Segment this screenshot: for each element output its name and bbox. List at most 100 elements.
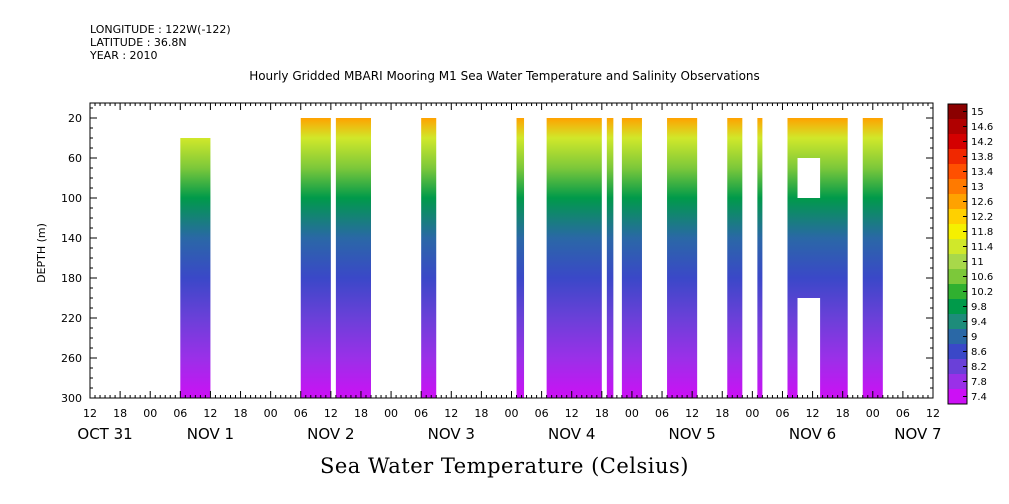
y-tick-label: 300 [61,392,82,405]
colorbar-swatch [948,299,967,315]
data-segment [300,118,331,398]
colorbar-label: 10.6 [971,272,993,283]
colorbar-label: 13 [971,182,984,193]
colorbar-swatch [948,374,967,390]
x-tick-label: 06 [896,407,910,420]
colorbar-swatch [948,119,967,135]
x-tick-label: 12 [565,407,579,420]
data-segment [667,118,698,398]
colorbar-swatch [948,314,967,330]
bottom-title: Sea Water Temperature (Celsius) [319,454,689,478]
x-tick-label: 06 [655,407,669,420]
x-tick-label: 18 [113,407,127,420]
y-tick-label: 20 [68,112,82,125]
year-label: YEAR : 2010 [90,49,158,62]
data-segment [180,138,211,398]
colorbar-label: 9.8 [971,302,987,313]
y-tick-label: 180 [61,272,82,285]
colorbar-swatch [948,179,967,195]
colorbar-swatch [948,224,967,240]
x-tick-label: 18 [234,407,248,420]
x-tick-label: 00 [264,407,278,420]
colorbar-swatch [948,239,967,255]
data-segment [421,118,437,398]
colorbar-swatch [948,194,967,210]
x-tick-label: 00 [745,407,759,420]
colorbar-swatch [948,269,967,285]
day-label: NOV 4 [548,425,595,443]
colorbar-swatch [948,164,967,180]
latitude-label: LATITUDE : 36.8N [90,36,187,49]
colorbar-swatch [948,254,967,270]
colorbar-label: 13.8 [971,152,993,163]
data-segment [727,118,743,398]
day-label: NOV 3 [428,425,475,443]
day-label: NOV 2 [307,425,354,443]
colorbar-swatch [948,209,967,225]
x-tick-label: 00 [625,407,639,420]
y-tick-label: 140 [61,232,82,245]
colorbar-label: 14.6 [971,122,993,133]
colorbar-label: 11 [971,257,984,268]
x-tick-label: 18 [836,407,850,420]
colorbar-swatch [948,389,967,405]
day-label: NOV 7 [894,425,941,443]
x-tick-label: 12 [83,407,97,420]
chart-title: Hourly Gridded MBARI Mooring M1 Sea Wate… [249,69,760,83]
y-tick-label: 260 [61,352,82,365]
x-tick-label: 06 [173,407,187,420]
x-tick-label: 00 [384,407,398,420]
colorbar-swatch [948,104,967,120]
x-tick-label: 12 [203,407,217,420]
x-tick-label: 00 [505,407,519,420]
y-tick-label: 100 [61,192,82,205]
x-tick-label: 06 [535,407,549,420]
data-segment [335,118,371,398]
colorbar: 15 14.6 14.2 13.8 13.4 13 12.6 12.2 11.8 11.4 11 10… [947,103,993,405]
colorbar-label: 9 [971,332,977,343]
day-label: NOV 5 [668,425,715,443]
colorbar-swatch [948,284,967,300]
y-axis-label: DEPTH (m) [35,223,48,283]
colorbar-swatch [948,329,967,345]
data-layer [180,118,883,398]
longitude-label: LONGITUDE : 122W(-122) [90,23,231,36]
x-tick-label: 12 [685,407,699,420]
colorbar-frame [947,103,968,405]
x-tick-label: 18 [595,407,609,420]
colorbar-label: 8.6 [971,347,987,358]
colorbar-swatch [948,344,967,360]
missing-data-gap [797,298,821,398]
colorbar-label: 15 [971,107,984,118]
y-tick-label: 220 [61,312,82,325]
data-segment [546,118,602,398]
x-tick-label: 00 [866,407,880,420]
x-tick-label: 12 [444,407,458,420]
day-label: NOV 6 [789,425,836,443]
colorbar-label: 11.4 [971,242,993,253]
x-tick-label: 12 [324,407,338,420]
missing-data-gap [797,158,821,198]
day-label: OCT 31 [77,425,132,443]
colorbar-swatch [948,149,967,165]
x-tick-label: 00 [143,407,157,420]
x-tick-label: 18 [474,407,488,420]
colorbar-label: 10.2 [971,287,993,298]
colorbar-label: 12.6 [971,197,993,208]
x-tick-label: 12 [926,407,940,420]
axes-layer: 12 18 00 06 12 18 00 06 12 18 00 06 12 18 00 06 12 18 00 06… [61,102,942,443]
data-segment [516,118,525,398]
x-tick-label: 06 [294,407,308,420]
x-tick-label: 06 [775,407,789,420]
x-tick-label: 18 [354,407,368,420]
colorbar-swatch [948,134,967,150]
data-segment [862,118,883,398]
y-tick-label: 60 [68,152,82,165]
colorbar-label: 9.4 [971,317,987,328]
colorbar-label: 13.4 [971,167,993,178]
colorbar-swatch [948,359,967,375]
data-segment [757,118,763,398]
x-tick-label: 12 [806,407,820,420]
